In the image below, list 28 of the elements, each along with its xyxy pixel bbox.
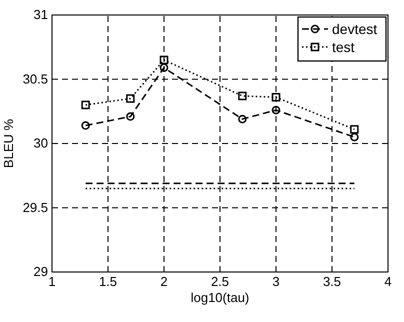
y-tick-label: 31 <box>34 7 48 22</box>
y-tick-label: 30.5 <box>22 71 48 86</box>
point <box>81 121 90 130</box>
x-tick-label: 1.5 <box>98 274 118 289</box>
x-tick-label: 3 <box>272 274 280 289</box>
point <box>350 132 359 142</box>
y-tick-label: 30 <box>34 136 48 150</box>
point <box>126 94 135 103</box>
x-tick-label: 2 <box>160 274 168 289</box>
point <box>272 106 280 114</box>
point <box>238 92 247 100</box>
point <box>160 63 168 72</box>
legend-label: devtest <box>332 21 378 37</box>
x-tick-label: 4 <box>384 274 392 289</box>
point <box>350 125 359 134</box>
x-tick-label: 2.5 <box>210 274 230 289</box>
y-axis-title: BLEU % <box>1 118 16 168</box>
x-tick-label: 1 <box>48 274 56 289</box>
x-axis-title: log10(tau) <box>190 290 250 305</box>
legend-label: test <box>332 39 355 55</box>
point <box>126 112 135 121</box>
x-tick-label: 3.5 <box>322 274 342 289</box>
point <box>272 92 280 102</box>
y-tick-label: 29.5 <box>22 200 48 215</box>
point <box>238 114 247 124</box>
point <box>160 56 168 64</box>
y-tick-label: 29 <box>34 264 48 279</box>
point <box>81 100 90 110</box>
